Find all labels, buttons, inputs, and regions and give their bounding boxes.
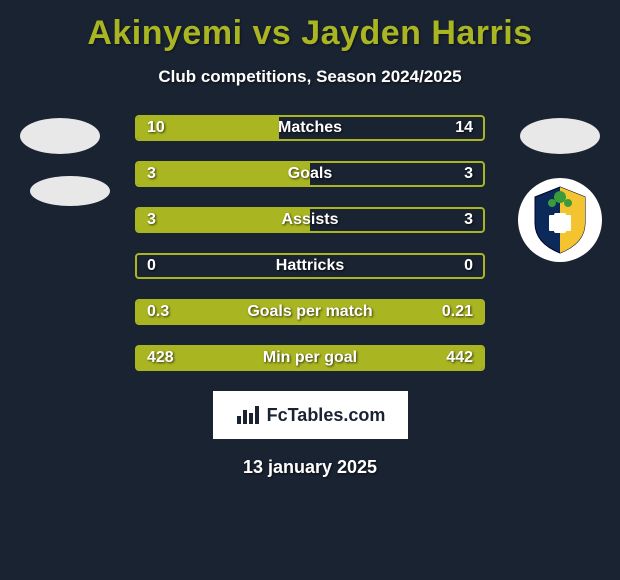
stat-value-left: 0 [147,257,156,275]
stat-row-matches: 10 Matches 14 [135,115,485,141]
stat-fill-left [137,163,310,185]
footer-brand-text: FcTables.com [267,405,386,426]
stat-value-left: 0.3 [147,303,169,321]
player-right-badge-1 [520,118,600,154]
stat-value-right: 3 [464,211,473,229]
stat-label: Goals [288,165,332,183]
club-crest-icon [530,185,590,255]
player-right-crest [518,178,602,262]
player-left-badge-2 [30,176,110,206]
stat-label: Min per goal [263,349,357,367]
stat-value-right: 442 [446,349,473,367]
stat-row-min-per-goal: 428 Min per goal 442 [135,345,485,371]
stat-value-left: 3 [147,211,156,229]
stat-value-left: 428 [147,349,174,367]
stat-label: Assists [282,211,339,229]
player-left-badge-1 [20,118,100,154]
page-title: Akinyemi vs Jayden Harris [0,0,620,53]
stat-value-right: 0 [464,257,473,275]
footer-date: 13 january 2025 [0,457,620,478]
stat-row-assists: 3 Assists 3 [135,207,485,233]
stat-label: Hattricks [276,257,344,275]
stat-value-right: 14 [455,119,473,137]
stat-value-right: 0.21 [442,303,473,321]
stat-value-left: 3 [147,165,156,183]
stats-container: 10 Matches 14 3 Goals 3 3 Assists 3 0 Ha… [135,115,485,371]
stat-value-left: 10 [147,119,165,137]
footer-brand: FcTables.com [213,391,408,439]
stat-value-right: 3 [464,165,473,183]
stat-row-goals-per-match: 0.3 Goals per match 0.21 [135,299,485,325]
stat-row-goals: 3 Goals 3 [135,161,485,187]
subtitle: Club competitions, Season 2024/2025 [0,67,620,87]
stat-row-hattricks: 0 Hattricks 0 [135,253,485,279]
stat-label: Goals per match [247,303,372,321]
bar-chart-icon [235,404,261,426]
stat-label: Matches [278,119,342,137]
